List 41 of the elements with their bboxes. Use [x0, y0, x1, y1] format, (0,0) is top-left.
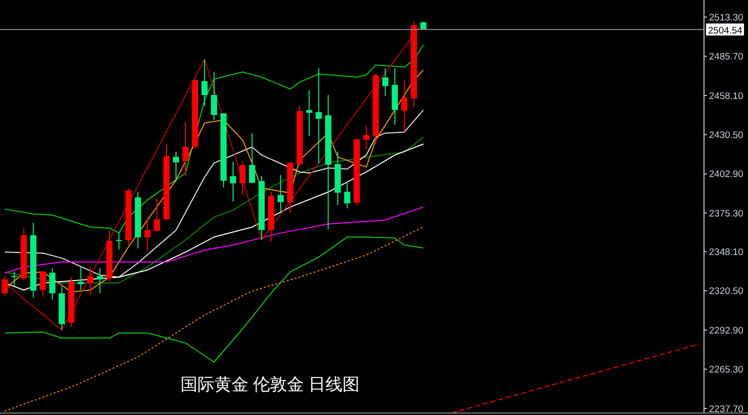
candlestick	[363, 126, 370, 150]
text: 国际黄金 伦敦金 日线图	[180, 375, 360, 394]
candlestick	[40, 270, 46, 298]
candlestick	[96, 268, 103, 294]
candlestick	[2, 276, 8, 296]
y-tick-label: 2237.70	[709, 404, 744, 415]
line-series	[4, 226, 424, 412]
y-tick-label: 2402.90	[709, 169, 744, 180]
candlestick	[249, 132, 256, 184]
candlestick	[49, 268, 56, 300]
line-series	[4, 110, 424, 278]
candlestick	[344, 181, 350, 209]
candlestick	[316, 68, 322, 164]
y-tick-label: 2458.10	[709, 90, 744, 102]
line-series	[4, 236, 424, 363]
candlestick	[116, 232, 122, 250]
candlestick	[201, 58, 208, 107]
y-tick-label: 2320.50	[709, 286, 744, 298]
candlestick	[154, 198, 160, 232]
candlestick	[182, 121, 189, 178]
candlestick	[210, 71, 218, 121]
candlestick	[87, 266, 94, 296]
candlestick	[401, 78, 408, 132]
y-tick-label: 2292.90	[709, 325, 744, 336]
line-series	[4, 206, 424, 274]
y-tick-label: 2265.30	[709, 364, 744, 376]
y-tick-label: 2430.50	[709, 130, 744, 141]
candlestick	[11, 271, 18, 288]
candlestick	[278, 174, 284, 214]
y-tick-label: 2375.30	[709, 208, 744, 220]
candlestick	[306, 90, 312, 137]
candlestick	[172, 151, 180, 182]
y-tick-label: 2513.30	[709, 12, 744, 24]
candlestick	[144, 219, 151, 252]
y-tick-label: 2348.10	[709, 246, 744, 258]
y-tick-label: 2485.70	[709, 52, 744, 63]
ref-line-label: 2504.54	[708, 25, 742, 36]
candlestick	[382, 68, 388, 97]
candlestick	[230, 161, 236, 202]
line-series	[4, 44, 424, 234]
candlestick	[240, 161, 246, 196]
